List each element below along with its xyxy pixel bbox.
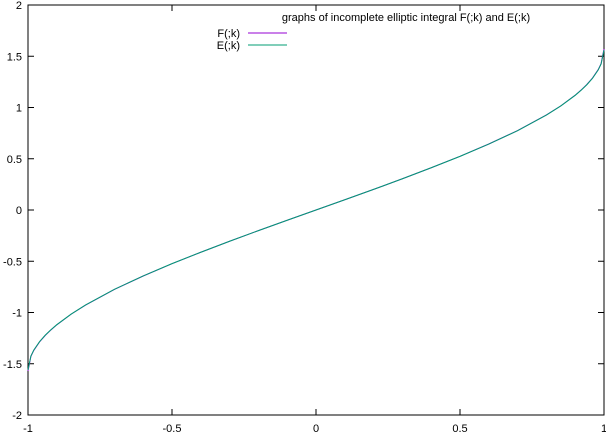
legend-label-1: F(;k)	[217, 28, 240, 40]
x-tick-label: 1	[601, 423, 606, 435]
y-tick-label: 2	[16, 0, 22, 12]
y-tick-label: 1	[16, 103, 22, 115]
chart-title: graphs of incomplete elliptic integral F…	[282, 12, 530, 24]
series-line-2	[27, 49, 605, 371]
y-tick-label: -2	[12, 410, 22, 422]
y-tick-label: 1.5	[7, 51, 22, 63]
y-tick-label: 0	[16, 205, 22, 217]
x-tick-label: -0.5	[163, 423, 182, 435]
axis-ticks	[28, 5, 604, 415]
legend: F(;k)E(;k)	[217, 28, 287, 52]
x-tick-label: -1	[23, 423, 33, 435]
axis-tick-labels: -2 -1.5 -1 -0.5 0 0.5 1 1.5 2 -1 -0.5 0 0.5 1	[3, 0, 606, 435]
series-lines	[27, 48, 605, 372]
y-tick-label: -1	[12, 308, 22, 320]
y-tick-label: 0.5	[7, 154, 22, 166]
legend-label-2: E(;k)	[217, 40, 240, 52]
y-tick-label: -1.5	[3, 359, 22, 371]
y-tick-label: -0.5	[3, 256, 22, 268]
x-tick-label: 0.5	[452, 423, 467, 435]
x-tick-label: 0	[313, 423, 319, 435]
